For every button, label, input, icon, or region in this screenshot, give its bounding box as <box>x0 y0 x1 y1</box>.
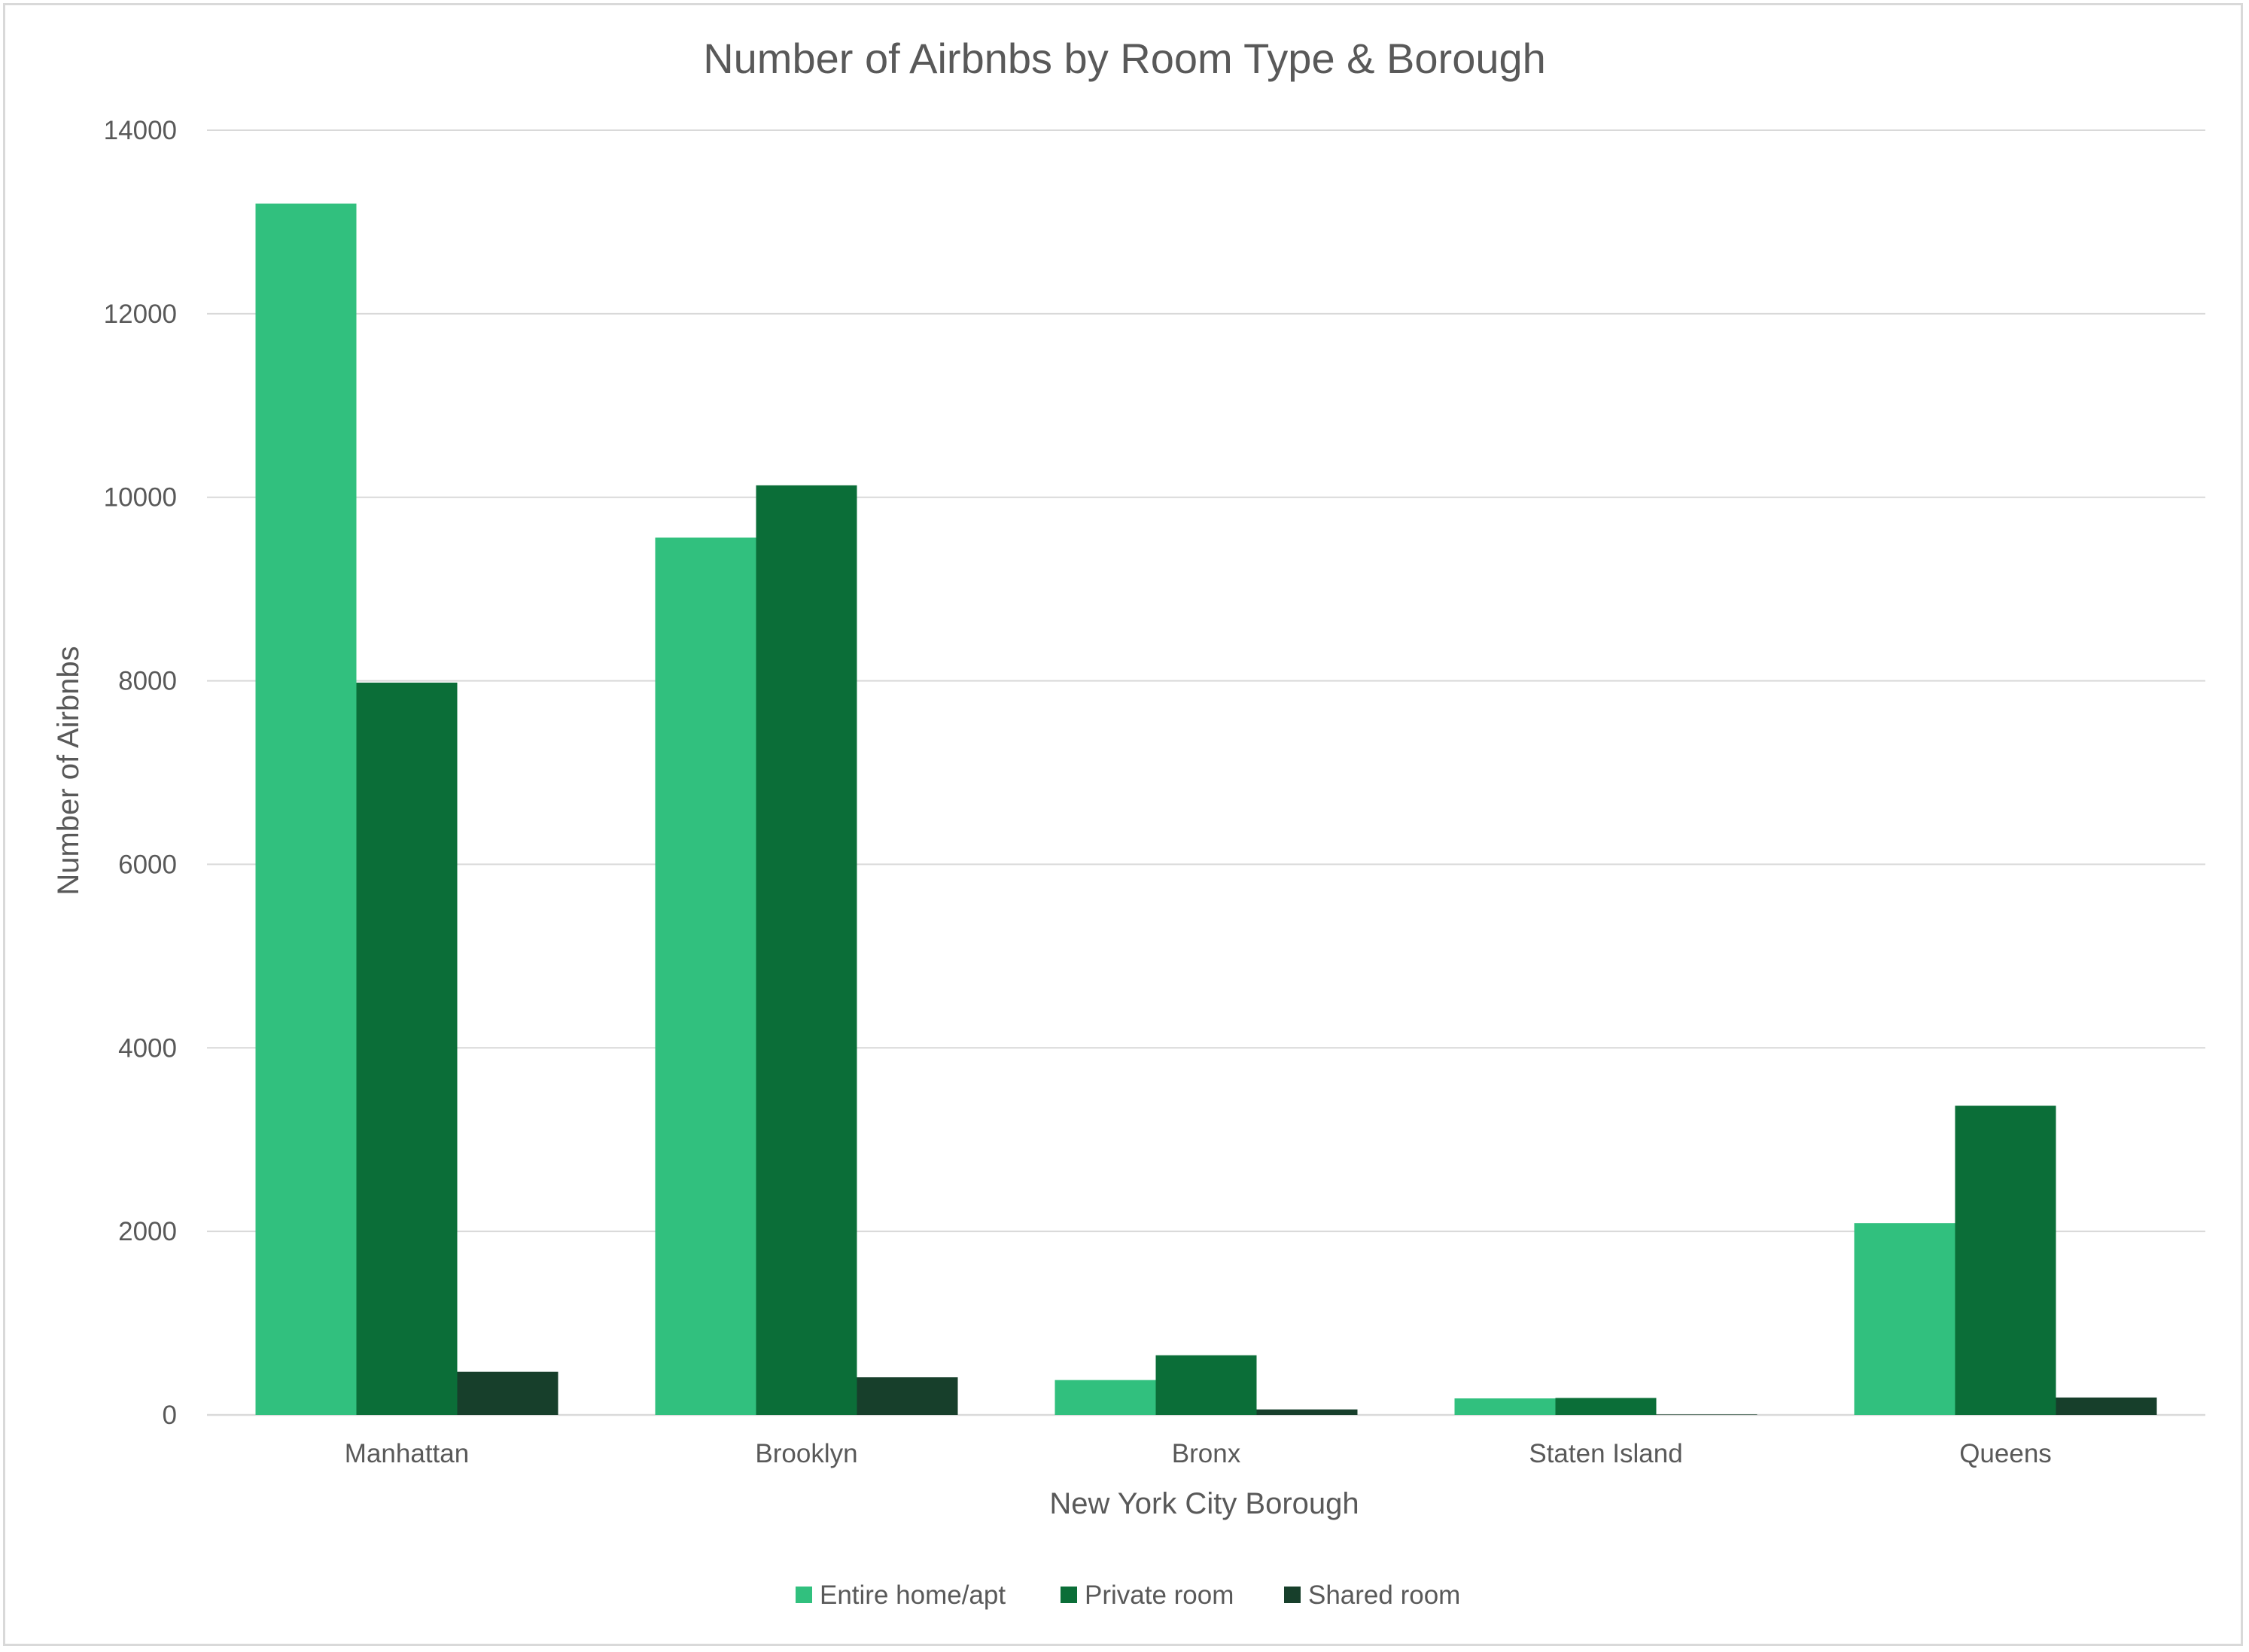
x-tick-label: Staten Island <box>1529 1439 1682 1468</box>
bar <box>655 537 756 1416</box>
legend-label: Private room <box>1085 1581 1234 1610</box>
legend-swatch <box>796 1587 812 1603</box>
x-tick-label: Queens <box>1959 1439 2052 1468</box>
x-axis-ticks: Manhattan Brooklyn Bronx Staten Island Queen… <box>345 1439 2052 1468</box>
bars <box>255 203 2157 1416</box>
bar <box>1854 1223 1955 1415</box>
legend-label: Entire home/apt <box>820 1581 1006 1610</box>
y-tick-label: 10000 <box>104 483 177 513</box>
y-tick-label: 12000 <box>104 300 177 329</box>
gridlines <box>207 129 2205 1416</box>
x-axis-title: New York City Borough <box>1049 1487 1359 1520</box>
y-axis-ticks: 0 2000 4000 6000 8000 10000 12000 14000 <box>104 116 177 1430</box>
legend-swatch <box>1284 1587 1301 1603</box>
bar <box>255 203 357 1415</box>
bar <box>756 485 857 1416</box>
bar <box>1454 1398 1556 1415</box>
x-tick-label: Manhattan <box>345 1439 469 1468</box>
legend: Entire home/apt Private room Shared room <box>796 1581 1460 1610</box>
bar <box>1955 1106 2056 1415</box>
y-tick-label: 2000 <box>118 1217 177 1246</box>
bar <box>356 683 458 1415</box>
bar <box>857 1377 958 1415</box>
x-tick-label: Brooklyn <box>755 1439 857 1468</box>
y-tick-label: 6000 <box>118 850 177 879</box>
chart-title: Number of Airbnbs by Room Type & Borough <box>703 35 1546 82</box>
y-axis-title: Number of Airbnbs <box>52 646 85 895</box>
y-tick-label: 4000 <box>118 1033 177 1063</box>
bar <box>457 1371 558 1415</box>
legend-label: Shared room <box>1308 1581 1460 1610</box>
bar <box>1256 1409 1358 1415</box>
bar <box>1656 1414 1758 1415</box>
x-tick-label: Bronx <box>1172 1439 1241 1468</box>
bar <box>1555 1398 1657 1415</box>
legend-swatch <box>1061 1587 1077 1603</box>
bar <box>2056 1397 2157 1415</box>
y-tick-label: 14000 <box>104 116 177 145</box>
bar <box>1055 1380 1156 1415</box>
bar <box>1155 1355 1257 1415</box>
y-tick-label: 8000 <box>118 667 177 696</box>
y-tick-label: 0 <box>163 1401 177 1430</box>
